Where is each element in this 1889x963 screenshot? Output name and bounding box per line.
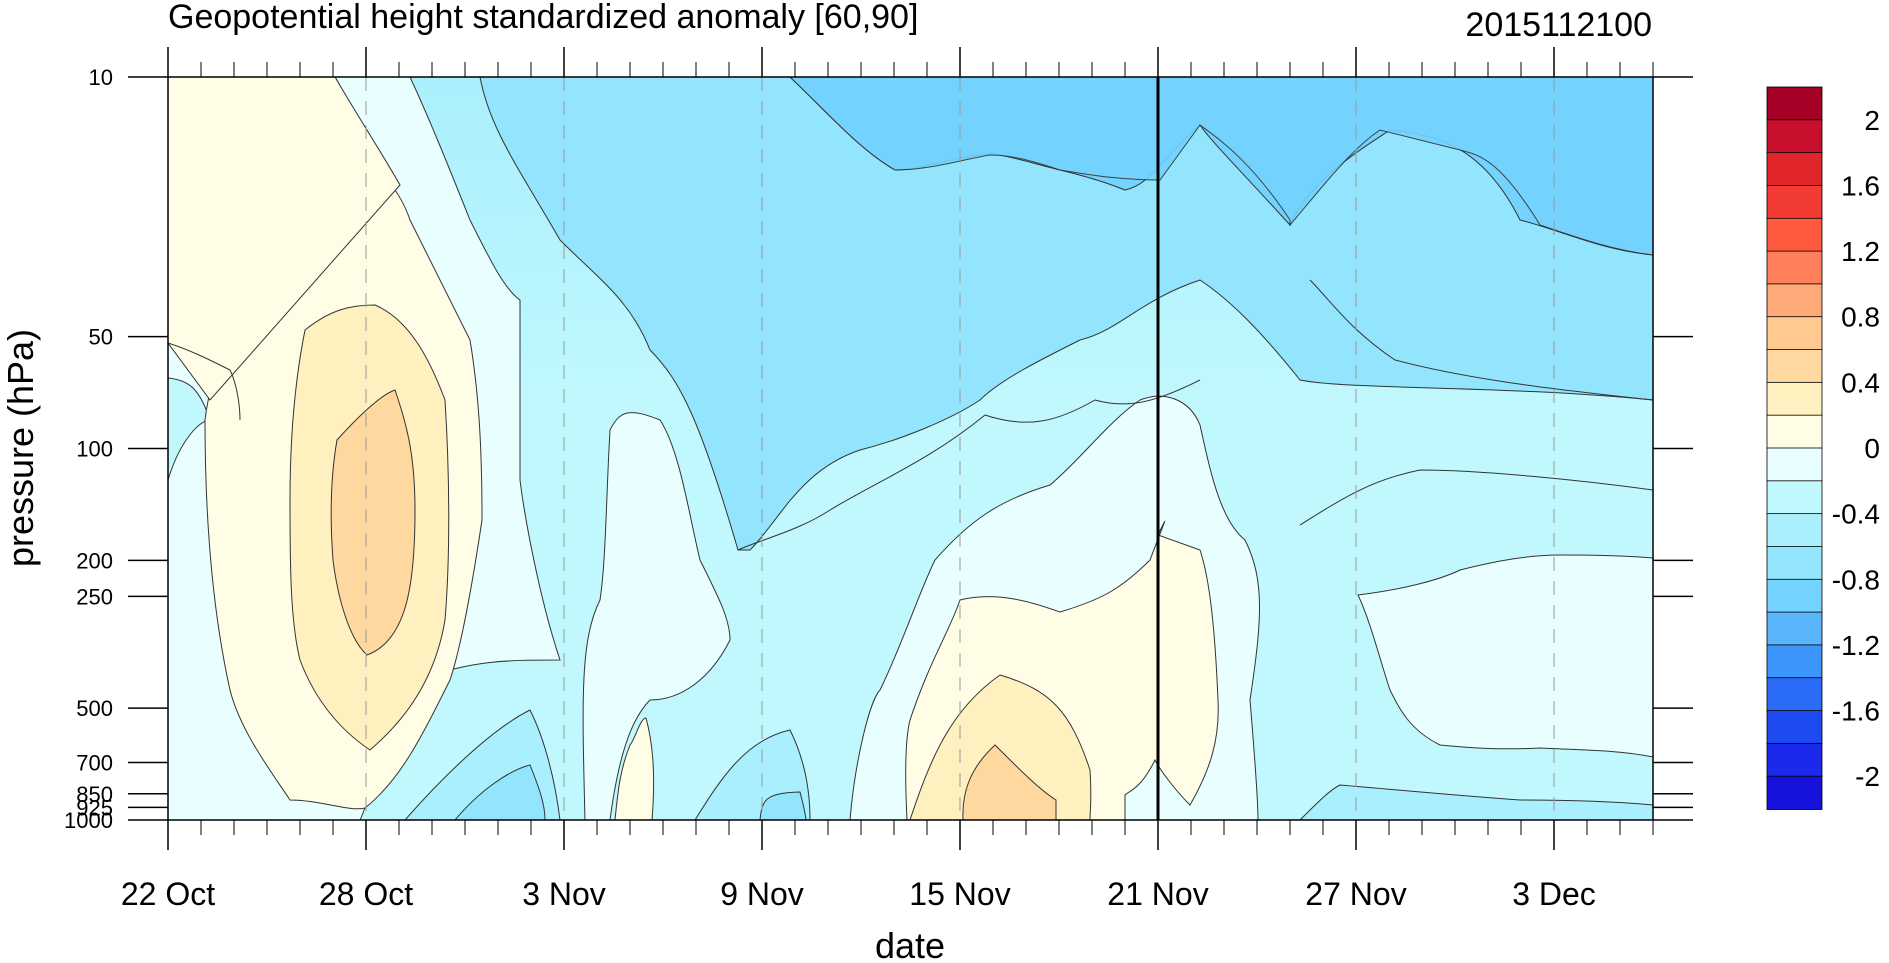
contour-pos-0-4-mid — [909, 674, 1092, 820]
y-axis-label: pressure (hPa) — [0, 329, 41, 567]
colorbar-swatch — [1766, 283, 1823, 318]
plot-area — [167, 76, 1654, 821]
contour-neg-0-6-bottom-b — [759, 791, 807, 820]
x-tick-label: 15 Nov — [909, 876, 1010, 912]
y-tick-label: 700 — [76, 750, 113, 775]
colorbar-swatch — [1766, 217, 1823, 252]
x-tick-label: 27 Nov — [1305, 876, 1406, 912]
y-tick-label: 50 — [89, 325, 113, 350]
contour-neg-1-0 — [789, 77, 1653, 256]
colorbar-swatch — [1766, 742, 1823, 778]
colorbar-swatch — [1766, 513, 1823, 548]
contour-line-3 — [1299, 469, 1653, 526]
y-tick-label: 1000 — [64, 808, 113, 833]
colorbar-swatch — [1766, 86, 1823, 121]
contour-line-2 — [1309, 279, 1653, 401]
y-tick-label: 925 — [76, 795, 113, 820]
colorbar-label: -2 — [1855, 761, 1880, 792]
colorbar-swatch — [1766, 414, 1823, 449]
colorbar-label: 2 — [1864, 105, 1880, 136]
colorbar-swatch — [1766, 546, 1823, 581]
x-tick-label: 22 Oct — [121, 876, 215, 912]
colorbar-swatch — [1766, 578, 1823, 613]
colorbar-swatch — [1766, 480, 1823, 515]
x-axis-ticks: 22 Oct 28 Oct 3 Nov 9 Nov 15 Nov 21 Nov 27 Nov… — [121, 47, 1654, 912]
colorbar-swatch — [1766, 644, 1823, 679]
chart-date-stamp: 2015112100 — [1465, 6, 1652, 44]
colorbar-swatch — [1766, 250, 1823, 285]
colorbar-swatch — [1766, 119, 1823, 154]
y-tick-label: 850 — [76, 782, 113, 807]
colorbar-label: 1.2 — [1841, 236, 1880, 267]
contour-line-4 — [737, 379, 1201, 551]
colorbar-label: -1.6 — [1832, 696, 1880, 727]
contour-zero-left-strip — [168, 77, 401, 401]
colorbar-swatch — [1766, 677, 1823, 712]
contour-zero-right — [1357, 554, 1653, 758]
x-tick-label: 3 Dec — [1512, 876, 1596, 912]
contour-pos-0-6-left — [330, 389, 416, 656]
colorbar-swatch — [1766, 447, 1823, 482]
colorbar-label: -0.4 — [1832, 499, 1880, 530]
y-tick-label: 200 — [76, 548, 113, 573]
contour-zero-mid-a — [582, 412, 731, 820]
colorbar-swatch — [1766, 775, 1823, 810]
colorbar-swatch — [1766, 710, 1823, 745]
colorbar-swatch — [1766, 381, 1823, 417]
x-axis-label: date — [875, 925, 945, 963]
y-tick-label: 100 — [76, 437, 113, 462]
x-tick-label: 21 Nov — [1107, 876, 1208, 912]
colorbar-swatch — [1766, 349, 1823, 384]
colorbar-label: 1.6 — [1841, 170, 1880, 201]
contour-pos-0-2-mid — [614, 717, 655, 820]
colorbar: 2 1.6 1.2 0.8 0.4 0 -0.4 -0.8 -1.2 -1.6 -2 — [1766, 86, 1880, 810]
y-tick-label: 500 — [76, 696, 113, 721]
contour-line-1 — [168, 342, 241, 421]
contour-pos-0-6-mid — [962, 744, 1057, 820]
chart-title: Geopotential height standardized anomaly… — [168, 0, 918, 36]
colorbar-label: 0.4 — [1841, 367, 1880, 398]
x-tick-label: 28 Oct — [319, 876, 413, 912]
contour-neg-0-6-bottom-a — [454, 764, 546, 820]
colorbar-label: -0.8 — [1832, 564, 1880, 595]
colorbar-label: -1.2 — [1832, 630, 1880, 661]
y-tick-label: 250 — [76, 584, 113, 609]
x-tick-label: 9 Nov — [720, 876, 804, 912]
contour-neg-0-4-right — [1299, 784, 1653, 820]
colorbar-swatch — [1766, 611, 1823, 646]
y-tick-label: 10 — [89, 65, 113, 90]
colorbar-label: 0.8 — [1841, 302, 1880, 333]
colorbar-swatch — [1766, 316, 1823, 351]
colorbar-label: 0 — [1864, 433, 1880, 464]
x-tick-label: 3 Nov — [522, 876, 606, 912]
colorbar-swatch — [1766, 152, 1823, 187]
contour-neg-0-6 — [479, 77, 1653, 551]
colorbar-swatch — [1766, 185, 1823, 220]
